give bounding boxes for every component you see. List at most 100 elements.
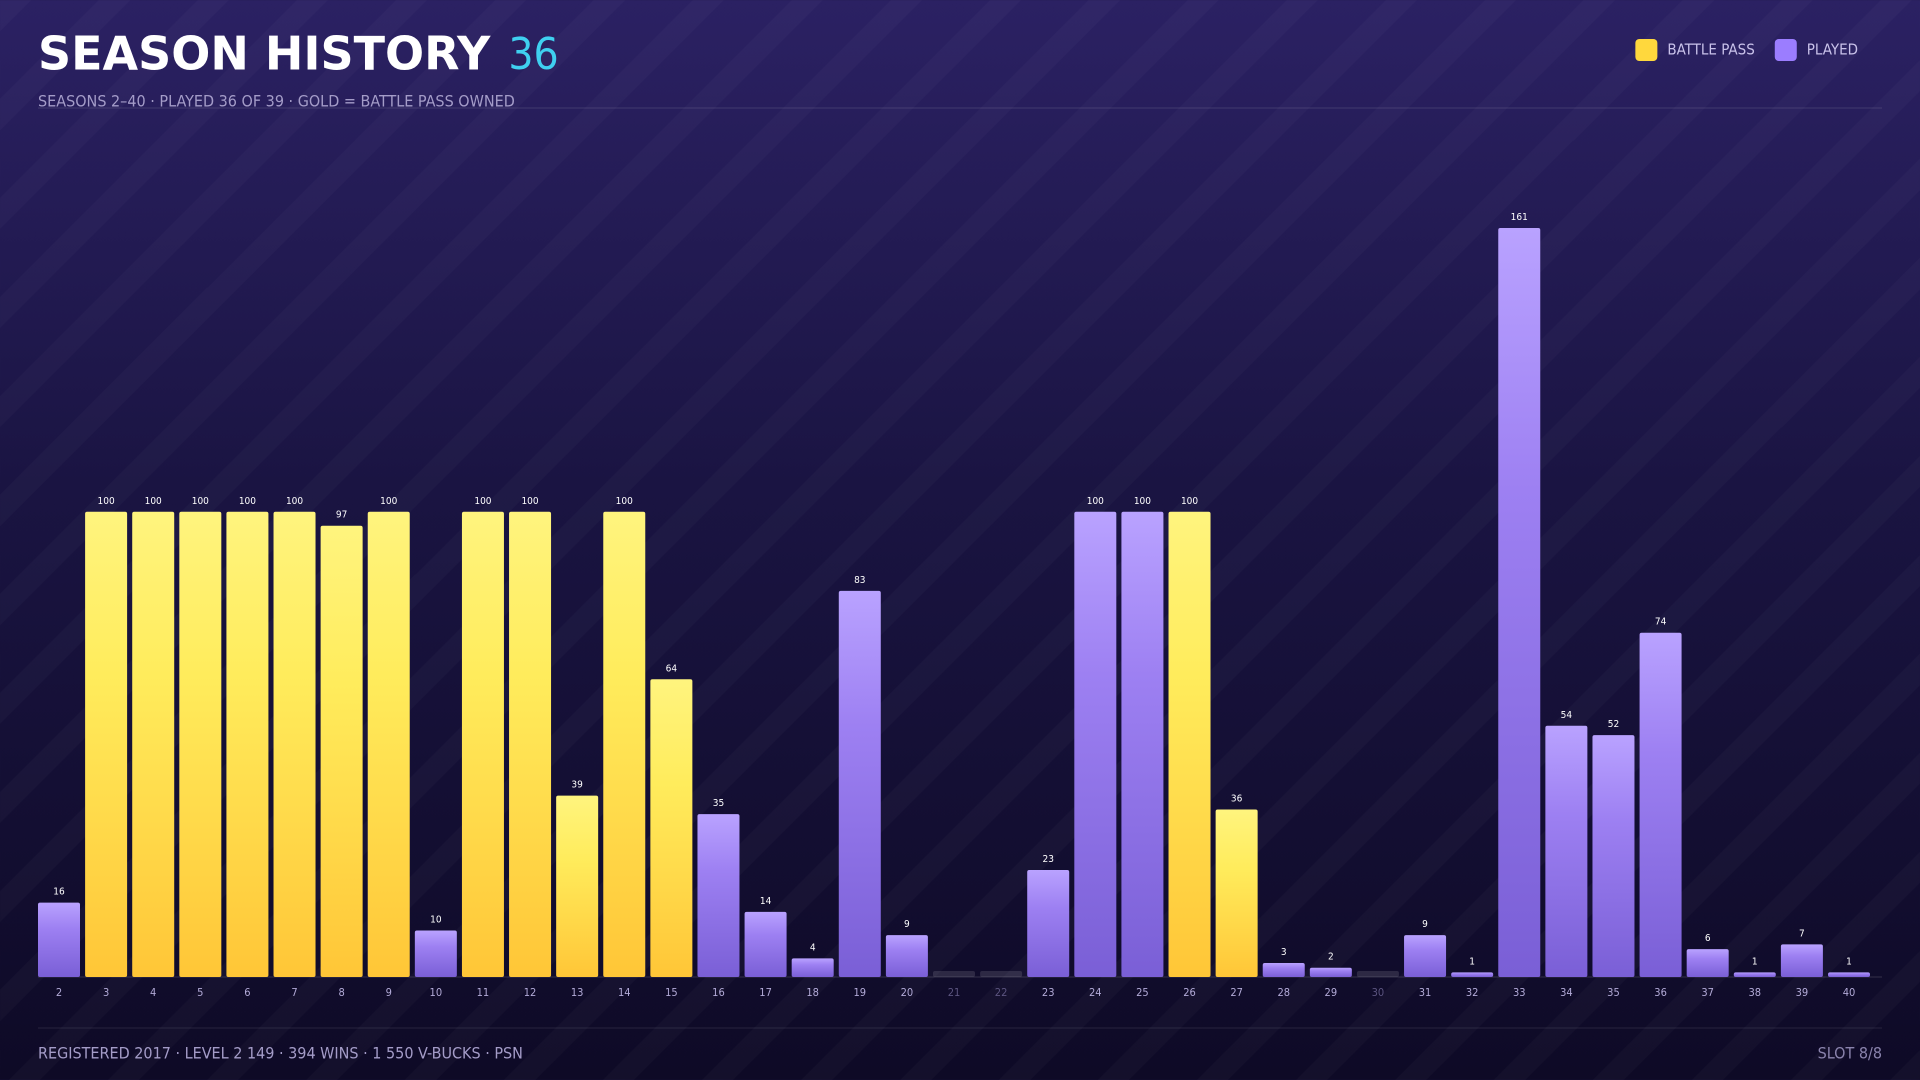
empty-slot bbox=[980, 971, 1023, 977]
bar bbox=[320, 525, 363, 977]
x-tick-label: 15 bbox=[665, 986, 678, 999]
bar bbox=[226, 511, 269, 977]
empty-slot bbox=[933, 971, 975, 977]
bar bbox=[1121, 511, 1164, 977]
x-tick-label: 35 bbox=[1607, 986, 1620, 999]
value-label: 100 bbox=[145, 496, 162, 507]
bar bbox=[509, 511, 552, 977]
x-tick-label: 11 bbox=[477, 986, 490, 999]
x-tick-label: 16 bbox=[712, 986, 725, 999]
value-label: 100 bbox=[521, 496, 538, 507]
bar bbox=[38, 902, 80, 977]
value-label: 7 bbox=[1799, 928, 1805, 939]
value-label: 1 bbox=[1846, 956, 1852, 967]
value-label: 100 bbox=[286, 496, 303, 507]
empty-slot bbox=[1356, 971, 1399, 977]
bar bbox=[556, 795, 599, 977]
bar bbox=[650, 679, 693, 977]
value-label: 35 bbox=[713, 798, 724, 809]
value-label: 36 bbox=[1231, 794, 1243, 805]
bar bbox=[1545, 725, 1588, 977]
x-tick-label: 23 bbox=[1042, 986, 1055, 999]
bar bbox=[414, 930, 457, 977]
footer-right: SLOT 8/8 bbox=[1818, 1044, 1882, 1063]
value-label: 1 bbox=[1469, 956, 1475, 967]
value-label: 83 bbox=[854, 575, 865, 586]
x-tick-label: 33 bbox=[1513, 986, 1526, 999]
bar bbox=[1780, 944, 1823, 977]
x-tick-label: 30 bbox=[1372, 986, 1385, 999]
bar bbox=[273, 511, 316, 977]
bar bbox=[744, 911, 787, 977]
x-tick-label: 7 bbox=[291, 986, 297, 999]
value-label: 10 bbox=[430, 914, 442, 925]
x-tick-label: 2 bbox=[56, 986, 62, 999]
value-label: 74 bbox=[1655, 617, 1667, 628]
x-tick-label: 26 bbox=[1183, 986, 1196, 999]
value-label: 97 bbox=[336, 510, 347, 521]
bar bbox=[1451, 972, 1494, 977]
footer: REGISTERED 2017 · LEVEL 2 149 · 394 WINS… bbox=[38, 1044, 523, 1063]
legend-swatch bbox=[1774, 39, 1797, 61]
x-tick-label: 10 bbox=[430, 986, 443, 999]
value-label: 16 bbox=[53, 887, 65, 898]
x-tick-label: 27 bbox=[1230, 986, 1243, 999]
bar bbox=[367, 511, 410, 977]
value-label: 100 bbox=[98, 496, 115, 507]
value-label: 3 bbox=[1281, 947, 1287, 958]
x-tick-label: 8 bbox=[338, 986, 344, 999]
value-label: 52 bbox=[1608, 719, 1619, 730]
bar bbox=[1027, 870, 1070, 977]
value-label: 6 bbox=[1705, 933, 1711, 944]
value-label: 2 bbox=[1328, 952, 1334, 963]
legend-label: BATTLE PASS bbox=[1667, 41, 1754, 59]
bar bbox=[1262, 963, 1305, 977]
value-label: 100 bbox=[1134, 496, 1151, 507]
bar bbox=[1404, 935, 1447, 977]
x-tick-label: 13 bbox=[571, 986, 584, 999]
legend-swatch bbox=[1635, 39, 1658, 61]
x-tick-label: 24 bbox=[1089, 986, 1102, 999]
value-label: 39 bbox=[571, 780, 583, 791]
value-label: 14 bbox=[760, 896, 772, 907]
x-tick-label: 31 bbox=[1419, 986, 1432, 999]
bar bbox=[1639, 632, 1682, 977]
x-tick-label: 20 bbox=[901, 986, 914, 999]
x-tick-label: 40 bbox=[1843, 986, 1856, 999]
bar bbox=[603, 511, 646, 977]
x-tick-label: 21 bbox=[948, 986, 961, 999]
x-tick-label: 3 bbox=[103, 986, 109, 999]
bar bbox=[838, 590, 881, 977]
value-label: 100 bbox=[1087, 496, 1104, 507]
x-tick-label: 25 bbox=[1136, 986, 1149, 999]
value-label: 4 bbox=[810, 942, 816, 953]
x-tick-label: 28 bbox=[1277, 986, 1290, 999]
x-tick-label: 22 bbox=[995, 986, 1008, 999]
value-label: 100 bbox=[474, 496, 491, 507]
x-tick-label: 29 bbox=[1325, 986, 1338, 999]
bar bbox=[1686, 949, 1729, 977]
x-tick-label: 37 bbox=[1701, 986, 1714, 999]
legend-label: PLAYED bbox=[1807, 41, 1858, 59]
bar bbox=[697, 814, 740, 977]
bar bbox=[1592, 735, 1635, 977]
value-label: 9 bbox=[1422, 919, 1428, 930]
x-tick-label: 38 bbox=[1748, 986, 1761, 999]
value-label: 100 bbox=[616, 496, 633, 507]
bar bbox=[1828, 972, 1870, 977]
bar bbox=[1168, 511, 1211, 977]
value-label: 23 bbox=[1042, 854, 1053, 865]
value-label: 100 bbox=[239, 496, 256, 507]
value-label: 64 bbox=[666, 663, 678, 674]
bar bbox=[791, 958, 834, 977]
value-label: 100 bbox=[1181, 496, 1198, 507]
subtitle: SEASONS 2–40 · PLAYED 36 OF 39 · GOLD = … bbox=[38, 92, 515, 111]
bar bbox=[461, 511, 504, 977]
x-tick-label: 36 bbox=[1654, 986, 1667, 999]
value-label: 54 bbox=[1561, 710, 1573, 721]
bar bbox=[179, 511, 222, 977]
x-tick-label: 34 bbox=[1560, 986, 1573, 999]
bar bbox=[1733, 972, 1776, 977]
x-tick-label: 17 bbox=[759, 986, 772, 999]
